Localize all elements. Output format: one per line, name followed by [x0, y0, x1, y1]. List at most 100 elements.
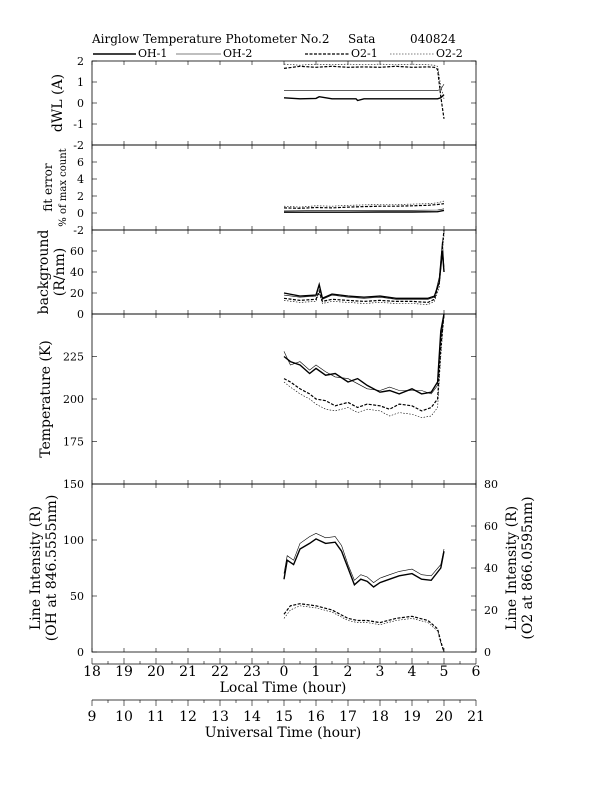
- ytick-label: 175: [63, 436, 84, 449]
- local-time-tick-label: 20: [147, 664, 165, 680]
- ylabel-intensity: Line Intensity (R): [28, 506, 44, 630]
- ytick-label: 200: [63, 393, 84, 406]
- ylabel-intensity: Line Intensity (R): [504, 506, 520, 630]
- universal-time-axis-label: Universal Time (hour): [205, 725, 362, 741]
- ytick-label: 0: [77, 308, 84, 321]
- local-time-tick-label: 22: [211, 664, 229, 680]
- series-oh-2-intensity: [283, 532, 445, 583]
- ytick-label: 1: [77, 76, 84, 89]
- local-time-tick-label: 21: [179, 664, 197, 680]
- series-oh-2-fit_error: [283, 208, 445, 212]
- legend: OH-1 OH-2 O2-1 O2-2: [93, 47, 463, 60]
- universal-time-tick-label: 19: [403, 709, 421, 725]
- legend-label-o22: O2-2: [436, 47, 463, 60]
- universal-time-tick-label: 20: [435, 709, 453, 725]
- ytick-label: 50: [70, 590, 84, 603]
- ytick-label: -2: [73, 139, 84, 152]
- ytick-label: 6: [77, 156, 84, 169]
- ytick-label: 2: [77, 55, 84, 68]
- ytick-right-label: 80: [484, 478, 498, 491]
- series-o2-1-intensity: [283, 603, 445, 653]
- ylabel-intensity: (O2 at 866.0595nm): [520, 496, 536, 639]
- series-o2-2-intensity: [283, 605, 445, 653]
- panel-frame: [91, 144, 477, 231]
- panel-frame: [91, 60, 477, 146]
- series-oh-2-background: [283, 240, 445, 300]
- panel-dwl: -2 -1 0 1 2 dWL (A): [50, 55, 477, 152]
- legend-label-oh1: OH-1: [138, 47, 167, 60]
- series-oh-1-fit_error: [284, 209, 445, 213]
- local-time-tick-label: 18: [83, 664, 101, 680]
- ylabel-fit_error: fit error: [41, 163, 55, 211]
- ylabel-temperature: Temperature (K): [38, 340, 54, 458]
- local-time-tick-label: 2: [344, 664, 353, 680]
- universal-time-tick-label: 14: [243, 709, 261, 725]
- local-time-tick-label: 3: [376, 664, 385, 680]
- series-o2-1-background: [283, 229, 445, 304]
- ytick-label: 2: [77, 190, 84, 203]
- series-oh-2-dwl: [284, 83, 445, 91]
- ytick-label: -1: [73, 118, 84, 131]
- ylabel-background: (R/nm): [52, 248, 68, 296]
- ytick-label: 4: [77, 173, 84, 186]
- legend-label-oh2: OH-2: [223, 47, 252, 60]
- panel-fit_error: -2 0 2 4 6 fit error% of max count: [41, 144, 477, 237]
- panel-frame: [91, 313, 477, 485]
- local-time-tick-label: 4: [408, 664, 417, 680]
- ytick-label: -2: [73, 224, 84, 237]
- date-label: 040824: [410, 32, 456, 46]
- series-o2-2-fit_error: [283, 200, 445, 208]
- ylabel-dwl: dWL (A): [50, 74, 66, 132]
- ytick-label: 60: [70, 245, 84, 258]
- universal-time-tick-label: 21: [467, 709, 485, 725]
- ytick-label: 150: [63, 478, 84, 491]
- ytick-right-label: 0: [484, 646, 491, 659]
- universal-time-tick-label: 12: [179, 709, 197, 725]
- universal-time-tick-label: 17: [339, 709, 357, 725]
- universal-time-tick-label: 18: [371, 709, 389, 725]
- panel-background: 0 20 40 60 background (R/nm): [36, 229, 477, 321]
- universal-time-tick-label: 16: [307, 709, 325, 725]
- panel-frame: [91, 483, 477, 653]
- ytick-right-label: 20: [484, 604, 498, 617]
- local-time-tick-label: 6: [472, 664, 481, 680]
- series-oh-1-temperature: [283, 313, 445, 395]
- universal-time-tick-label: 10: [115, 709, 133, 725]
- universal-time-tick-label: 15: [275, 709, 293, 725]
- local-time-tick-label: 23: [243, 664, 261, 680]
- panel-temperature: 175 200 225 Temperature (K): [38, 313, 477, 485]
- chart-panels: -2 -1 0 1 2 dWL (A) -2 0 2 4 6 fit error% of max co…: [28, 55, 536, 659]
- universal-time-tick-label: 11: [147, 709, 165, 725]
- series-o2-2-dwl: [283, 63, 445, 99]
- ytick-label: 20: [70, 287, 84, 300]
- local-time-tick-label: 1: [312, 664, 321, 680]
- series-o2-1-temperature: [283, 313, 445, 412]
- universal-time-axis: 9 10 11 12 13 14 15 16 17 18 19 20 21: [88, 699, 485, 725]
- local-time-tick-label: 19: [115, 664, 133, 680]
- local-time-axis: 18 19 20 21 22 23 0 1 2 3 4 5 6: [83, 658, 481, 680]
- station-name: Sata: [348, 32, 375, 46]
- ylabel-fit_error: % of max count: [58, 148, 69, 226]
- ytick-label: 0: [77, 207, 84, 220]
- series-o2-1-dwl: [283, 65, 445, 119]
- ytick-label: 0: [77, 646, 84, 659]
- ytick-label: 225: [63, 351, 84, 364]
- local-time-tick-label: 5: [440, 664, 449, 680]
- series-o2-1-fit_error: [283, 203, 445, 209]
- ytick-label: 100: [63, 534, 84, 547]
- series-oh-1-dwl: [283, 94, 445, 102]
- panel-frame: [91, 229, 477, 315]
- ytick-label: 0: [77, 97, 84, 110]
- ylabel-background: background: [36, 230, 52, 315]
- local-time-axis-label: Local Time (hour): [220, 680, 347, 696]
- figure-title: Airglow Temperature Photometer No.2: [91, 32, 330, 46]
- series-o2-2-background: [283, 235, 445, 305]
- ylabel-intensity: (OH at 846.5555nm): [44, 495, 60, 642]
- ytick-label: 40: [70, 266, 84, 279]
- local-time-tick-label: 0: [280, 664, 289, 680]
- ytick-right-label: 60: [484, 520, 498, 533]
- universal-time-tick-label: 13: [211, 709, 229, 725]
- series-o2-2-temperature: [283, 313, 445, 419]
